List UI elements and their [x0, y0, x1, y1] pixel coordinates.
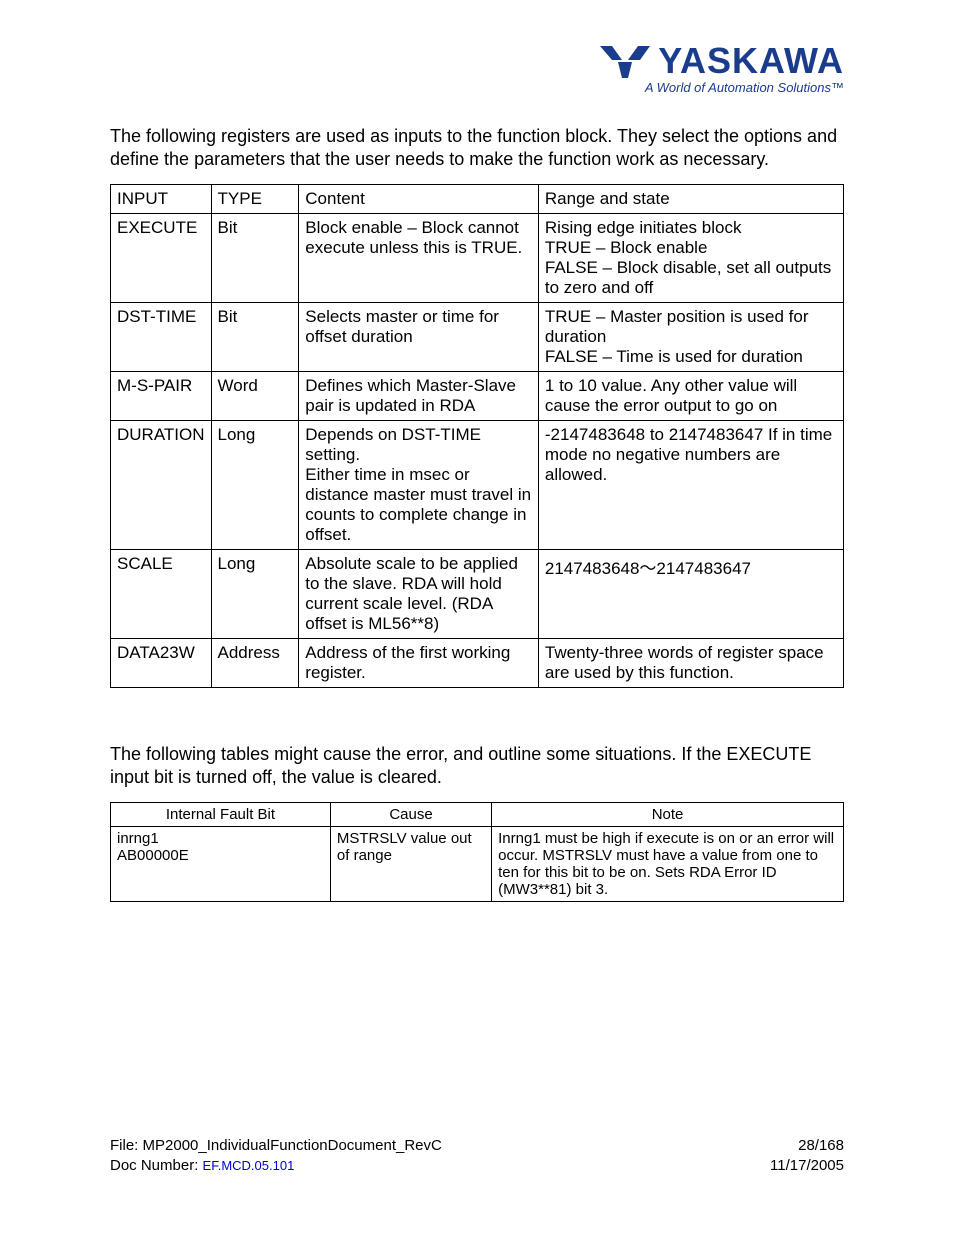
cell-input: DST-TIME	[111, 302, 212, 371]
cell-content: Absolute scale to be applied to the slav…	[299, 549, 539, 638]
footer-page-number: 28/168	[770, 1136, 844, 1156]
cell-note: Inrng1 must be high if execute is on or …	[492, 826, 844, 901]
cell-range: Twenty-three words of register space are…	[538, 638, 843, 687]
logo-company-name: YASKAWA	[658, 40, 844, 82]
footer-doc-line: Doc Number: EF.MCD.05.101	[110, 1156, 442, 1176]
cell-range: -2147483648 to 2147483647 If in time mod…	[538, 420, 843, 549]
table-header-row: INPUT TYPE Content Range and state	[111, 184, 844, 213]
footer-file: File: MP2000_IndividualFunctionDocument_…	[110, 1136, 442, 1156]
cell-range: 1 to 10 value. Any other value will caus…	[538, 371, 843, 420]
table-row: DURATION Long Depends on DST-TIME settin…	[111, 420, 844, 549]
table-row: M-S-PAIR Word Defines which Master-Slave…	[111, 371, 844, 420]
cell-input: SCALE	[111, 549, 212, 638]
cell-input: EXECUTE	[111, 213, 212, 302]
inputs-table: INPUT TYPE Content Range and state EXECU…	[110, 184, 844, 688]
cell-type: Long	[211, 420, 299, 549]
header-note: Note	[492, 802, 844, 826]
cell-range: Rising edge initiates blockTRUE – Block …	[538, 213, 843, 302]
footer-doc-label: Doc Number:	[110, 1157, 203, 1174]
header-bit: Internal Fault Bit	[111, 802, 331, 826]
cell-input: M-S-PAIR	[111, 371, 212, 420]
fault-table: Internal Fault Bit Cause Note inrng1AB00…	[110, 802, 844, 902]
cell-bit: inrng1AB00000E	[111, 826, 331, 901]
cell-content: Address of the first working register.	[299, 638, 539, 687]
header-content: Content	[299, 184, 539, 213]
header-cause: Cause	[330, 802, 491, 826]
intro-paragraph-1: The following registers are used as inpu…	[110, 125, 844, 172]
footer-doc-number: EF.MCD.05.101	[203, 1158, 295, 1173]
cell-range: 2147483648～2147483647	[538, 549, 843, 638]
fault-row: inrng1AB00000E MSTRSLV value out of rang…	[111, 826, 844, 901]
cell-content: Block enable – Block cannot execute unle…	[299, 213, 539, 302]
cell-content: Selects master or time for offset durati…	[299, 302, 539, 371]
page-footer: File: MP2000_IndividualFunctionDocument_…	[110, 1136, 844, 1175]
table-row: DATA23W Address Address of the first wor…	[111, 638, 844, 687]
cell-cause: MSTRSLV value out of range	[330, 826, 491, 901]
cell-type: Word	[211, 371, 299, 420]
cell-input: DURATION	[111, 420, 212, 549]
intro-paragraph-2: The following tables might cause the err…	[110, 743, 844, 790]
yaskawa-logo-icon	[598, 42, 652, 80]
cell-input: DATA23W	[111, 638, 212, 687]
table-row: SCALE Long Absolute scale to be applied …	[111, 549, 844, 638]
table-row: DST-TIME Bit Selects master or time for …	[111, 302, 844, 371]
cell-content: Depends on DST-TIME setting.Either time …	[299, 420, 539, 549]
cell-type: Long	[211, 549, 299, 638]
table-row: EXECUTE Bit Block enable – Block cannot …	[111, 213, 844, 302]
header-input: INPUT	[111, 184, 212, 213]
cell-content: Defines which Master-Slave pair is updat…	[299, 371, 539, 420]
footer-date: 11/17/2005	[770, 1156, 844, 1176]
cell-range: TRUE – Master position is used for durat…	[538, 302, 843, 371]
logo-area: YASKAWA A World of Automation Solutions™	[110, 40, 844, 95]
logo-tagline: A World of Automation Solutions™	[645, 80, 844, 95]
cell-type: Bit	[211, 213, 299, 302]
cell-type: Bit	[211, 302, 299, 371]
header-type: TYPE	[211, 184, 299, 213]
fault-header-row: Internal Fault Bit Cause Note	[111, 802, 844, 826]
header-range: Range and state	[538, 184, 843, 213]
cell-type: Address	[211, 638, 299, 687]
